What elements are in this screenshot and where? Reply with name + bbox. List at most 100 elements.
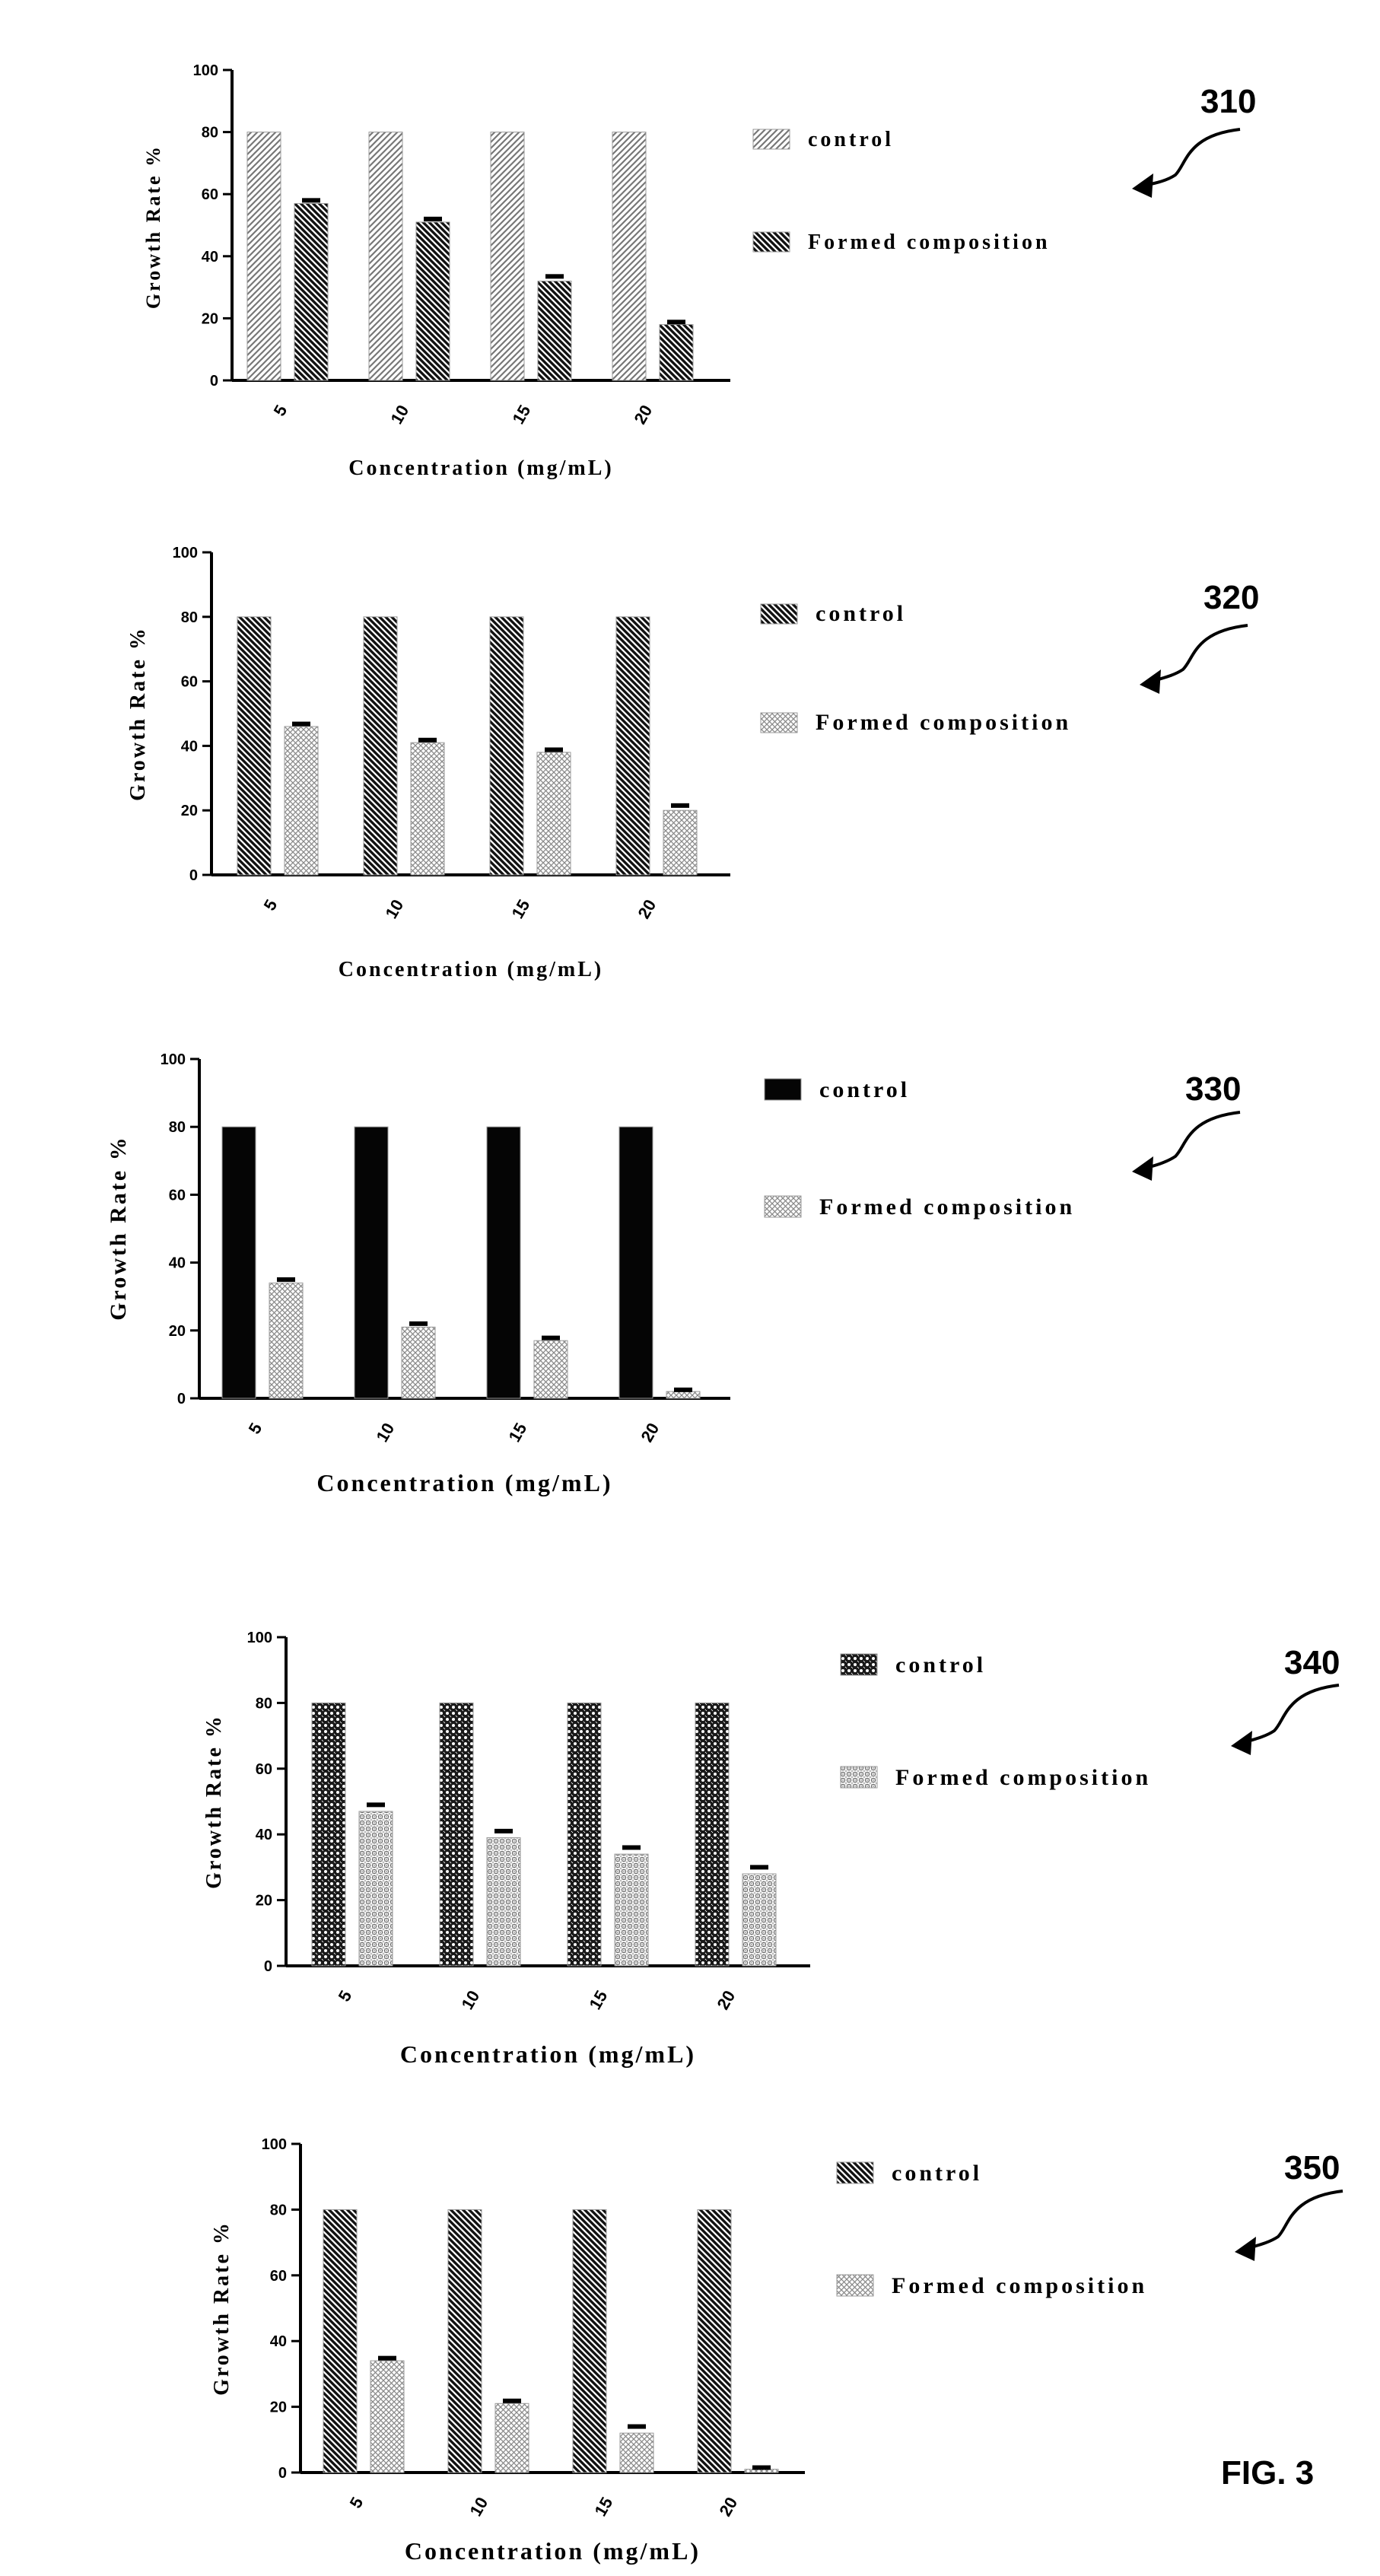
x-tick-label: 20	[637, 1420, 663, 1445]
bar-formed-10	[494, 2403, 529, 2473]
reference-arrow	[1240, 2190, 1343, 2252]
bar-control-15	[490, 132, 525, 381]
y-tick-label: 20	[169, 1323, 186, 1340]
y-tick-label: 80	[202, 125, 218, 142]
x-axis-label: Concentration (mg/mL)	[405, 2537, 701, 2565]
error-bar	[622, 1845, 641, 1850]
x-tick-label: 5	[335, 1987, 356, 2005]
legend-label-control: control	[816, 601, 906, 626]
bar-formed-20	[666, 1391, 701, 1399]
bar-control-5	[246, 132, 281, 381]
bar-formed-10	[486, 1837, 521, 1967]
y-tick-label: 0	[177, 1391, 186, 1407]
reference-arrow	[1236, 1684, 1340, 1746]
chart-310: 0 20 40 60 80 100 5 10 15 20 Growth Rate % Concentr…	[142, 62, 1256, 480]
bar-formed-15	[536, 752, 571, 876]
error-bar	[367, 1802, 385, 1808]
y-axis-label: Growth Rate %	[142, 145, 164, 309]
y-axis-label: Growth Rate %	[210, 2221, 234, 2396]
x-tick-label: 10	[466, 2494, 491, 2520]
y-tick-label: 0	[278, 2465, 287, 2482]
error-bar	[494, 1828, 513, 1833]
y-tick-label: 100	[247, 1630, 272, 1646]
error-bar	[277, 1277, 295, 1282]
bar-formed-15	[537, 280, 572, 381]
error-bar	[503, 2398, 521, 2403]
y-tick-label: 40	[169, 1255, 186, 1272]
y-tick-label: 60	[169, 1187, 186, 1204]
bar-control-10	[439, 1702, 474, 1967]
legend-label-control: control	[808, 128, 894, 151]
y-axis-label: Growth Rate %	[106, 1135, 131, 1320]
bar-control-15	[489, 616, 524, 876]
y-tick-label: 40	[181, 738, 198, 755]
x-tick-label: 15	[508, 402, 534, 428]
chart-320: 0 20 40 60 80 100 5 10 15 20 Growth Rate % Concentr…	[126, 545, 1259, 981]
x-tick-label: 15	[585, 1987, 611, 2013]
error-bar	[424, 216, 442, 221]
error-bar	[292, 721, 310, 727]
bar-control-20	[697, 2209, 732, 2473]
y-axis-label: Growth Rate %	[126, 626, 150, 801]
legend-swatch-control	[760, 603, 798, 625]
y-tick-label: 20	[270, 2399, 287, 2416]
x-tick-label: 15	[504, 1420, 530, 1445]
bar-control-20	[618, 1126, 653, 1399]
x-tick-label: 10	[381, 896, 407, 922]
y-tick-label: 100	[173, 545, 198, 561]
bar-control-15	[572, 2209, 607, 2473]
bar-formed-10	[415, 221, 450, 381]
y-tick-label: 60	[270, 2268, 287, 2285]
bar-control-5	[221, 1126, 256, 1399]
legend-label-formed: Formed composition	[808, 231, 1051, 254]
y-tick-label: 0	[210, 373, 218, 390]
legend-swatch-control	[764, 1078, 802, 1101]
arrowhead-icon	[1132, 173, 1153, 198]
figure-label: FIG. 3	[1221, 2454, 1314, 2492]
bar-control-15	[567, 1702, 602, 1967]
bar-control-5	[323, 2209, 358, 2473]
x-tick-label: 5	[260, 896, 281, 914]
error-bar	[628, 2424, 646, 2429]
error-bar	[542, 1335, 560, 1340]
bar-formed-20	[663, 809, 698, 876]
error-bar	[545, 274, 564, 279]
bar-control-10	[363, 616, 398, 876]
bar-formed-15	[619, 2432, 654, 2473]
error-bar	[302, 198, 320, 203]
bar-formed-10	[401, 1326, 436, 1399]
legend-swatch-control	[836, 2161, 874, 2184]
x-tick-label: 20	[715, 2494, 741, 2520]
bar-control-5	[311, 1702, 346, 1967]
legend-label-formed: Formed composition	[892, 2273, 1147, 2298]
legend-swatch-formed	[760, 712, 798, 733]
bar-control-15	[486, 1126, 521, 1399]
y-tick-label: 60	[181, 674, 198, 691]
error-bar	[378, 2355, 396, 2361]
chart-330: 0 20 40 60 80 100 5 10 15 20 Growth Rate % Concentr…	[106, 1051, 1241, 1496]
legend-label-formed: Formed composition	[819, 1194, 1075, 1220]
error-bar	[752, 2465, 771, 2470]
arrowhead-icon	[1132, 1156, 1153, 1181]
bar-control-10	[447, 2209, 482, 2473]
x-tick-label: 10	[372, 1420, 398, 1445]
x-axis-label: Concentration (mg/mL)	[348, 456, 613, 480]
y-tick-label: 80	[270, 2202, 287, 2218]
bar-formed-5	[269, 1282, 304, 1399]
bar-formed-5	[358, 1811, 393, 1967]
legend-label-control: control	[895, 1652, 986, 1678]
y-tick-label: 40	[202, 249, 218, 266]
reference-arrow	[1145, 624, 1248, 685]
x-tick-label: 5	[346, 2494, 367, 2511]
reference-number: 350	[1284, 2149, 1340, 2186]
y-tick-label: 0	[189, 867, 198, 884]
legend-swatch-control	[840, 1653, 878, 1676]
legend-label-control: control	[819, 1077, 910, 1102]
y-tick-label: 60	[256, 1761, 272, 1778]
bar-formed-20	[659, 324, 694, 381]
x-tick-label: 10	[457, 1987, 483, 2013]
legend-swatch-formed	[752, 231, 790, 253]
bar-control-20	[695, 1702, 730, 1967]
y-tick-label: 40	[270, 2333, 287, 2350]
